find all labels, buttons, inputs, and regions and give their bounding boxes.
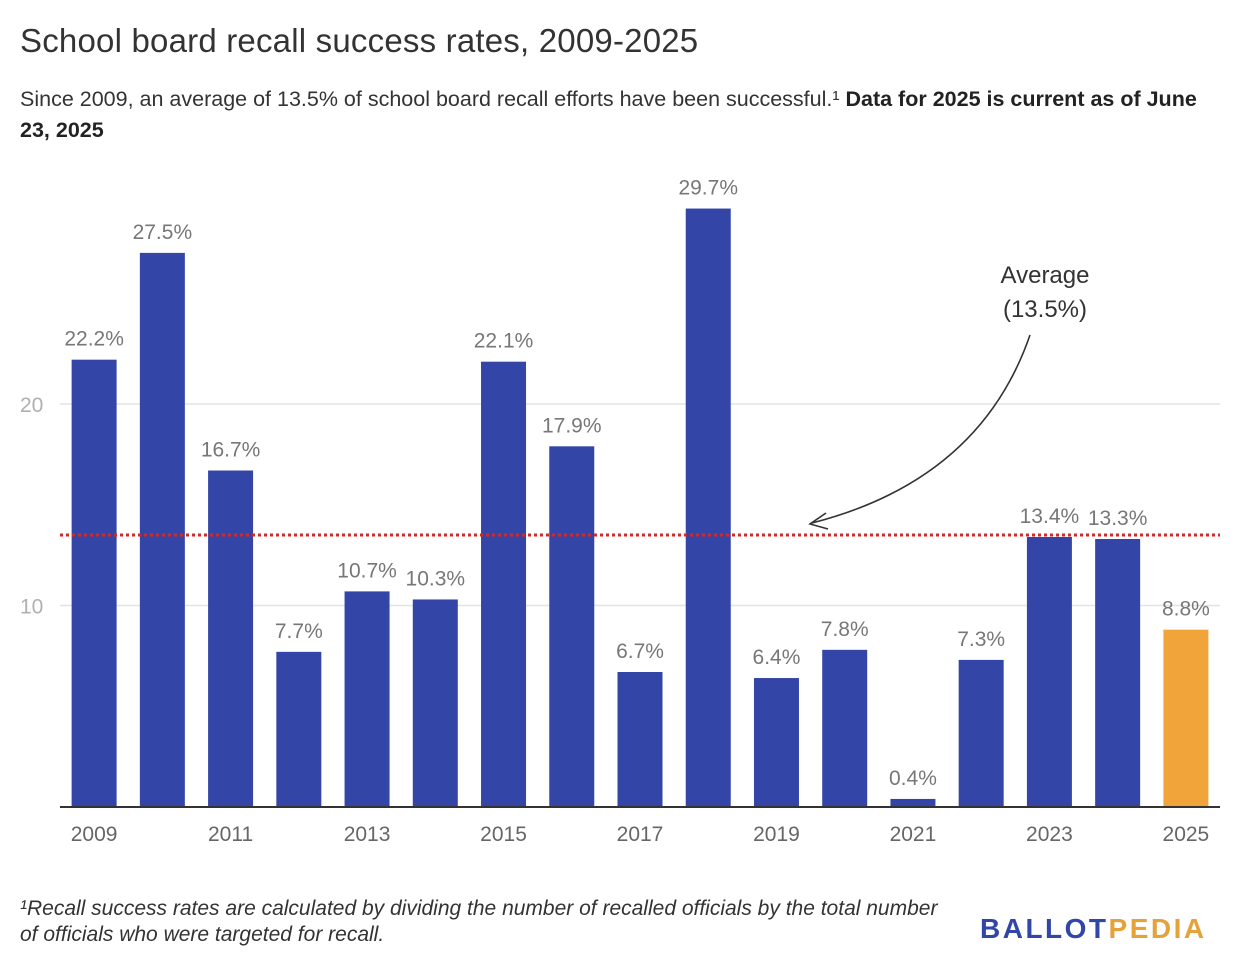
bar-2011: [208, 470, 254, 807]
bar-2020: [822, 649, 868, 807]
value-label-2022: 7.3%: [957, 628, 1005, 651]
logo-part-1: BALLOT: [980, 913, 1109, 944]
value-label-2025: 8.8%: [1162, 598, 1210, 621]
value-label-2020: 7.8%: [821, 618, 869, 641]
bar-2022: [958, 659, 1004, 807]
bar-2019: [753, 678, 799, 807]
value-label-2011: 16.7%: [201, 438, 261, 461]
value-label-2024: 13.3%: [1088, 507, 1148, 530]
subtitle-text: Since 2009, an average of 13.5% of schoo…: [20, 87, 840, 111]
x-tick-label-2017: 2017: [617, 823, 664, 846]
bar-2012: [276, 651, 322, 807]
average-annotation-line-1: Average: [1001, 262, 1090, 289]
bar-2014: [412, 599, 458, 807]
bar-2010: [139, 252, 185, 807]
x-tick-label-2019: 2019: [753, 823, 800, 846]
y-tick-label: 20: [20, 394, 43, 417]
x-tick-label-2015: 2015: [480, 823, 527, 846]
value-label-2015: 22.1%: [474, 330, 534, 353]
x-tick-label-2023: 2023: [1026, 823, 1073, 846]
bar-2023: [1026, 536, 1072, 807]
footnote: ¹Recall success rates are calculated by …: [20, 897, 938, 946]
subtitle-bold-note: Data for 2025 is current as of June 23, …: [20, 87, 1197, 142]
bar-2017: [617, 671, 663, 807]
x-tick-label-2009: 2009: [71, 823, 118, 846]
bar-2016: [549, 446, 595, 807]
x-tick-label-2025: 2025: [1163, 823, 1210, 846]
x-tick-label-2013: 2013: [344, 823, 391, 846]
chart-title: School board recall success rates, 2009-…: [20, 22, 699, 59]
average-annotation-line-2: (13.5%): [1003, 296, 1087, 323]
bar-2013: [344, 591, 390, 807]
value-label-2017: 6.7%: [616, 640, 664, 663]
x-tick-label-2021: 2021: [890, 823, 937, 846]
bar-2024: [1095, 539, 1141, 807]
bar-chart: 10 20 22.2% 27.5% 16.7% 7.7% 10.7% 10.3% 22.1% 17…: [20, 177, 1220, 846]
bar-2009: [71, 359, 117, 807]
value-label-2014: 10.3%: [406, 567, 466, 590]
logo-part-2: PEDIA: [1108, 913, 1207, 944]
value-label-2016: 17.9%: [542, 414, 602, 437]
ballotpedia-logo: BALLOTPEDIA: [980, 913, 1207, 945]
value-label-2010: 27.5%: [133, 221, 193, 244]
annotation-arrowhead: [808, 512, 829, 530]
value-label-2012: 7.7%: [275, 620, 323, 643]
value-label-2018: 29.7%: [678, 177, 738, 200]
value-label-2009: 22.2%: [64, 328, 124, 351]
value-label-2019: 6.4%: [753, 646, 801, 669]
value-label-2021: 0.4%: [889, 767, 937, 790]
bar-2015: [481, 361, 527, 807]
annotation-arrow: [811, 334, 1031, 524]
bar-2025: [1163, 629, 1209, 807]
value-label-2023: 13.4%: [1020, 505, 1080, 528]
bar-2021: [890, 798, 936, 807]
bar-2018: [685, 208, 731, 808]
value-label-2013: 10.7%: [337, 559, 397, 582]
y-tick-label: 10: [20, 596, 43, 619]
x-tick-label-2011: 2011: [208, 823, 253, 846]
chart-subtitle: Since 2009, an average of 13.5% of schoo…: [20, 84, 1225, 146]
